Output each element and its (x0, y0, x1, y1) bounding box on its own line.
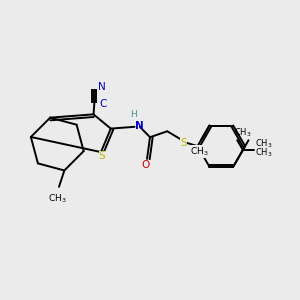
Text: N: N (135, 121, 144, 130)
Text: N: N (98, 82, 106, 92)
Text: CH$_3$: CH$_3$ (48, 192, 67, 205)
Text: C: C (100, 99, 107, 109)
Text: CH$_3$: CH$_3$ (233, 126, 251, 139)
Text: CH$_3$: CH$_3$ (255, 137, 273, 150)
Text: CH$_3$: CH$_3$ (190, 145, 209, 158)
Text: S: S (99, 151, 106, 160)
Text: O: O (142, 160, 150, 170)
Text: H: H (130, 110, 136, 119)
Text: CH$_3$: CH$_3$ (255, 147, 273, 159)
Text: S: S (180, 138, 187, 148)
